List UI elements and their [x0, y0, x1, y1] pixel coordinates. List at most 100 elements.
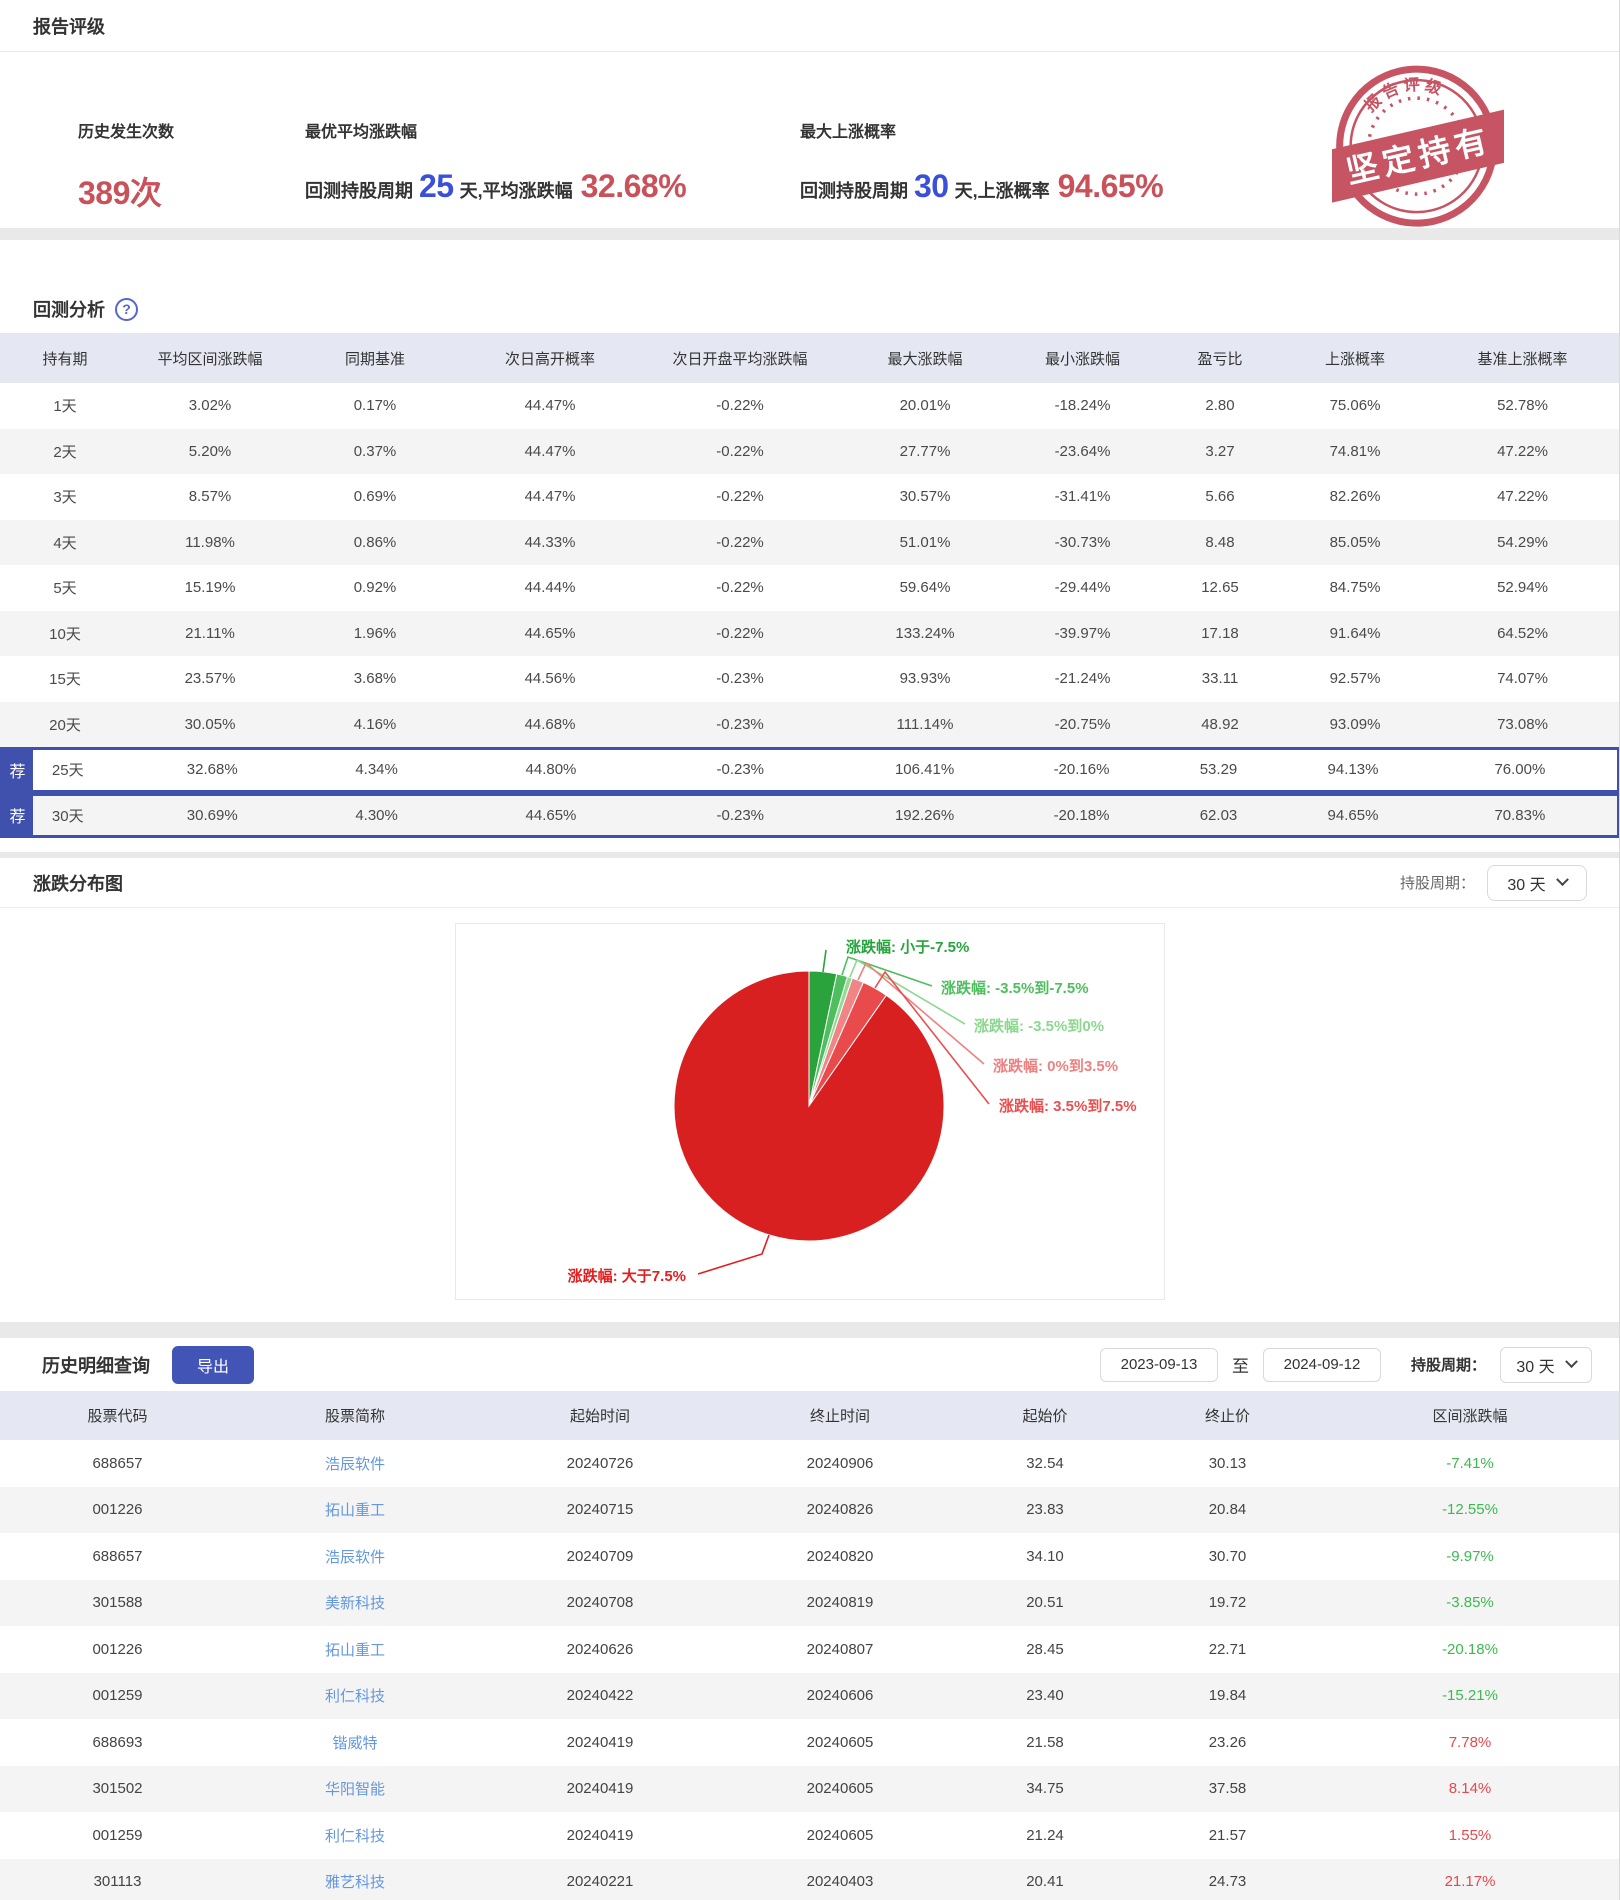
backtest-row: 3天 8.57% 0.69% 44.47% -0.22% 30.57% -31.41% 5.6… [0, 474, 1620, 520]
stock-name-link[interactable]: 浩辰软件 [324, 1455, 385, 1473]
metric-cell: 44.56% [524, 670, 576, 688]
backtest-header-cell: 盈亏比 [1197, 350, 1243, 368]
stat-best-avg-prefix: 回测持股周期 [305, 181, 413, 201]
metric-cell: 106.41% [894, 761, 955, 779]
range-change-cell: 8.14% [1448, 1780, 1492, 1798]
backtest-header-cell: 最大涨跌幅 [887, 350, 963, 368]
metric-cell: 73.08% [1497, 715, 1548, 733]
backtest-row: 10天 21.11% 1.96% 44.65% -0.22% 133.24% -39.97%… [0, 610, 1620, 656]
metric-cell: -0.23% [716, 670, 764, 688]
end-price-cell: 21.57 [1208, 1826, 1247, 1844]
metric-cell: -0.22% [716, 488, 764, 506]
stock-code-cell: 001259 [92, 1826, 143, 1844]
metric-cell: 44.65% [524, 624, 576, 642]
metric-cell: 44.33% [524, 533, 576, 551]
history-row: 001259 利仁科技 20240419 20240605 21.24 21.57 1.55… [0, 1812, 1620, 1859]
stock-name-link[interactable]: 利仁科技 [324, 1827, 385, 1845]
stock-name-link[interactable]: 华阳智能 [324, 1781, 385, 1799]
metric-cell: -20.16% [1053, 761, 1110, 779]
metric-cell: 74.07% [1497, 670, 1548, 688]
backtest-table: 持有期 平均区间涨跌幅 同期基准 次日高开概率 次日开盘平均涨跌幅 最大涨跌幅 最小涨跌幅 盈… [0, 333, 1620, 838]
pie-leader-line [874, 970, 990, 1105]
metric-cell: 3.02% [188, 397, 232, 415]
metric-cell: 70.83% [1494, 806, 1546, 824]
metric-cell: 0.92% [353, 579, 397, 597]
stat-max-prob-days: 30 [914, 168, 949, 204]
range-change-cell: -3.85% [1446, 1594, 1494, 1612]
history-row: 688657 浩辰软件 20240709 20240820 34.10 30.70 -9.9… [0, 1533, 1620, 1580]
stock-name-link[interactable]: 雅艺科技 [324, 1874, 385, 1892]
stock-name-link[interactable]: 拓山重工 [324, 1502, 385, 1520]
metric-cell: 8.57% [188, 488, 232, 506]
metric-cell: 76.00% [1494, 761, 1546, 779]
date-from-input[interactable]: 2023-09-13 [1099, 1347, 1218, 1382]
pie-label: 涨跌幅: 大于7.5% [568, 1267, 686, 1285]
metric-cell: 2.80 [1205, 397, 1235, 415]
stat-best-avg: 最优平均涨跌幅 回测持股周期 25 天,平均涨跌幅 32.68% [305, 118, 687, 205]
stock-code-cell: 301113 [93, 1873, 142, 1891]
stock-name-link[interactable]: 拓山重工 [324, 1641, 385, 1659]
stock-code-cell: 001259 [92, 1687, 143, 1705]
metric-cell: -0.23% [716, 761, 765, 779]
metric-cell: 21.11% [185, 624, 235, 642]
start-price-cell: 20.51 [1026, 1594, 1064, 1612]
pie-label: 涨跌幅: 3.5%到7.5% [999, 1097, 1137, 1115]
history-header-cell: 股票代码 [87, 1408, 148, 1425]
date-to-input[interactable]: 2024-09-12 [1262, 1347, 1381, 1382]
start-date-cell: 20240419 [566, 1826, 634, 1844]
backtest-titlebar: 回测分析 ? [33, 296, 138, 322]
pie-leader-line [857, 961, 985, 1065]
end-price-cell: 30.13 [1208, 1454, 1247, 1472]
metric-cell: 30.69% [186, 806, 238, 824]
metric-cell: 92.57% [1329, 670, 1381, 688]
metric-cell: 74.81% [1329, 442, 1381, 460]
metric-cell: 44.47% [524, 442, 576, 460]
end-date-cell: 20240826 [806, 1501, 874, 1519]
stock-name-link[interactable]: 利仁科技 [324, 1688, 385, 1706]
history-period-select[interactable]: 30 天 [1500, 1346, 1592, 1383]
distribution-period-label: 持股周期： [1399, 875, 1475, 892]
metric-cell: 4.34% [355, 761, 398, 779]
metric-cell: 133.24% [895, 624, 955, 642]
metric-cell: 52.94% [1497, 579, 1548, 597]
holding-period-cell: 10天 [49, 625, 81, 643]
backtest-header-cell: 最小涨跌幅 [1044, 350, 1120, 368]
history-row: 688657 浩辰软件 20240726 20240906 32.54 30.13 -7.4… [0, 1440, 1620, 1487]
pie-label: 涨跌幅: -3.5%到0% [974, 1017, 1104, 1035]
help-icon[interactable]: ? [115, 297, 138, 321]
distribution-period-select[interactable]: 30 天 [1487, 864, 1587, 901]
start-price-cell: 21.58 [1026, 1733, 1064, 1751]
metric-cell: 5.20% [188, 442, 232, 460]
stat-max-prob-value: 94.65% [1057, 168, 1164, 204]
metric-cell: 32.68% [186, 761, 238, 779]
start-price-cell: 32.54 [1026, 1454, 1064, 1472]
end-price-cell: 30.70 [1208, 1547, 1247, 1565]
start-price-cell: 34.75 [1026, 1780, 1064, 1798]
metric-cell: 94.13% [1327, 761, 1379, 779]
history-controls: 2023-09-13 至 2024-09-12 持股周期： 30 天 [1099, 1346, 1592, 1383]
metric-cell: 44.47% [524, 397, 576, 415]
pie-leader-line [822, 949, 827, 973]
metric-cell: 33.11 [1201, 670, 1239, 688]
end-price-cell: 19.84 [1208, 1687, 1247, 1705]
metric-cell: 20.01% [899, 397, 951, 415]
distribution-card: 涨跌分布图 持股周期： 30 天 涨跌幅: 小于-7.5% 涨跌幅: -3.5%到… [0, 858, 1620, 1322]
backtest-row: 1天 3.02% 0.17% 44.47% -0.22% 20.01% -18.24% 2.8… [0, 383, 1620, 429]
holding-period-cell: 4天 [53, 534, 77, 552]
metric-cell: 52.78% [1497, 397, 1548, 415]
export-button[interactable]: 导出 [172, 1345, 254, 1384]
recommend-badge: 荐 [2, 792, 33, 838]
metric-cell: 44.68% [524, 715, 576, 733]
stock-name-link[interactable]: 浩辰软件 [324, 1548, 385, 1566]
metric-cell: -18.24% [1054, 397, 1111, 415]
history-header-cell: 终止价 [1204, 1408, 1250, 1425]
stat-best-avg-mid: 天,平均涨跌幅 [459, 181, 573, 201]
stock-name-link[interactable]: 锴威特 [332, 1734, 378, 1752]
metric-cell: 0.86% [353, 533, 397, 551]
stock-name-link[interactable]: 美新科技 [324, 1595, 385, 1613]
metric-cell: -39.97% [1054, 624, 1111, 642]
metric-cell: 192.26% [894, 806, 955, 824]
metric-cell: 47.22% [1497, 488, 1548, 506]
metric-cell: 4.16% [353, 715, 397, 733]
backtest-section-title: 回测分析 [33, 300, 105, 320]
